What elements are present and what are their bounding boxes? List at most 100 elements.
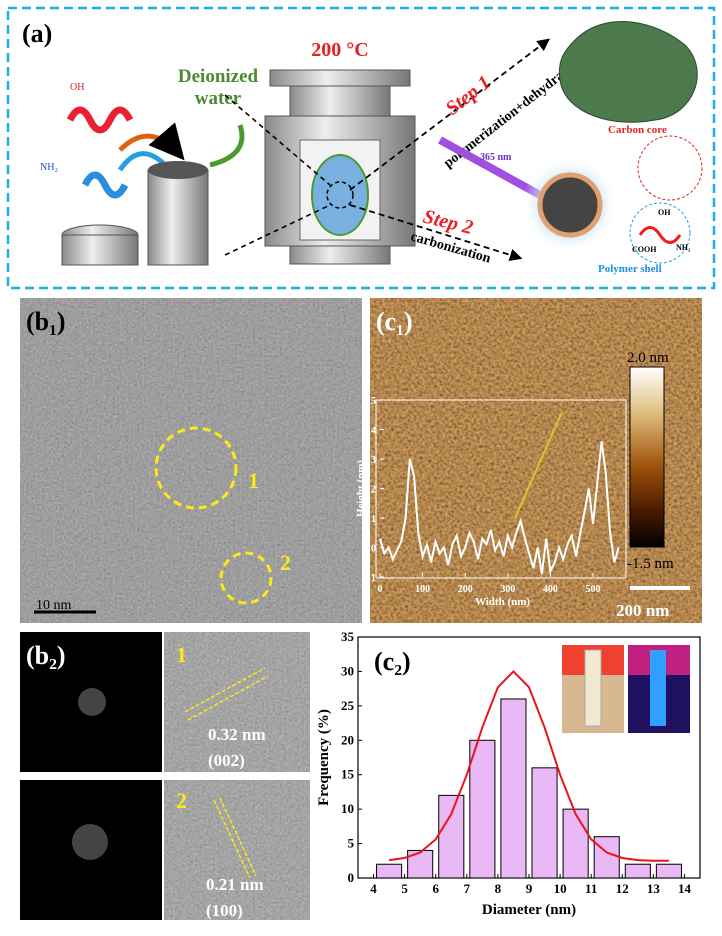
urea (81, 171, 129, 199)
vial (584, 649, 602, 727)
tem-texture (20, 298, 362, 623)
y-tick-label: 35 (341, 629, 355, 644)
focus (326, 181, 354, 209)
lattice-fringe (213, 797, 257, 879)
lattice-fringe (184, 667, 269, 721)
autoclave (289, 85, 391, 117)
panel-c1: 2.0 nm -1.5 nm 200 nm (c₁) 0 100 200 300 400… (355, 298, 702, 623)
group-label: COOH (632, 245, 657, 254)
x-tick-label: 300 (500, 584, 515, 595)
plane-label: (002) (208, 751, 245, 770)
panel-label: (a) (22, 19, 52, 48)
y-tick-label: 0 (348, 870, 355, 885)
y-tick-label: 0 (371, 544, 376, 555)
x-tick-label: 13 (647, 881, 661, 896)
shell-label: Polymer shell (598, 263, 662, 275)
region-marker: 1 (176, 642, 187, 667)
x-tick-label: 7 (464, 881, 471, 896)
arrow (117, 151, 167, 172)
y-tick-label: 4 (371, 426, 376, 437)
solution (311, 154, 369, 236)
solvent-label: water (195, 88, 242, 109)
region-marker: 2 (280, 550, 291, 575)
vial (650, 650, 666, 726)
bar (438, 794, 465, 879)
step-label: Step 1 (442, 71, 495, 119)
x-tick-label: 200 (458, 584, 473, 595)
liner (147, 169, 209, 266)
group-label: NH₂ (40, 162, 58, 173)
spacing-label: 0.32 nm (208, 725, 266, 744)
core-label: Carbon core (608, 124, 667, 136)
bar (593, 836, 620, 879)
plane-label: (100) (206, 901, 243, 920)
profile-path (514, 411, 563, 519)
x-tick-label: 11 (585, 881, 597, 896)
inset-frame (375, 399, 627, 579)
panel-label: (b₁) (26, 307, 66, 336)
panel-label: (c₂) (374, 647, 411, 676)
x-tick-label: 8 (495, 881, 502, 896)
y-tick-label: 5 (348, 836, 355, 851)
temperature-label: 200 °C (311, 39, 368, 61)
bar (376, 863, 403, 879)
y-tick-label: 30 (341, 663, 354, 678)
bar (562, 808, 589, 879)
polymer-chain (638, 226, 682, 244)
x-tick-label: 0 (378, 584, 383, 595)
region-marker: 2 (176, 788, 187, 813)
x-axis-title: Width (nm) (475, 596, 530, 608)
solvent-label: Deionized (178, 66, 259, 87)
bar (469, 739, 496, 879)
x-tick-label: 500 (586, 584, 601, 595)
x-axis-title: Diameter (nm) (482, 902, 576, 918)
y-tick-label: 5 (371, 396, 376, 407)
fft-center (72, 824, 108, 860)
panel-frame (6, 6, 716, 290)
x-tick-label: 6 (432, 881, 439, 896)
x-tick-label: 4 (370, 881, 377, 896)
liner (148, 161, 208, 179)
group-label: NH₂ (676, 243, 691, 252)
panel-b1: 1 2 10 nm (b₁) (20, 298, 362, 623)
highlight (154, 426, 238, 510)
x-tick-label: 9 (526, 881, 533, 896)
y-tick-label: 10 (341, 801, 354, 816)
scale-label: 200 nm (616, 601, 669, 620)
region-marker: 1 (248, 468, 259, 493)
carbon-network (558, 21, 698, 123)
x-tick-label: 10 (554, 881, 567, 896)
y-tick-label: 25 (341, 698, 355, 713)
pointer (224, 204, 331, 256)
panel-label: (b₂) (26, 641, 66, 670)
colorbar (629, 366, 665, 548)
panel-c2: (c₂) 4 5 6 7 8 9 10 11 12 13 14 0 5 10 15 20 25 30 35 Diame… (316, 629, 701, 918)
y-tick-label: 15 (341, 767, 355, 782)
citric-acid (66, 106, 134, 134)
uv-beam (438, 136, 542, 199)
fft-center (78, 688, 106, 716)
x-tick-label: 100 (415, 584, 430, 595)
spacing-label: 0.21 nm (206, 875, 264, 894)
profile-line (379, 441, 620, 575)
core-zoom (637, 135, 703, 201)
arrow (349, 38, 551, 191)
carbon-dot (537, 172, 603, 238)
y-axis-title: Frequency (%) (316, 709, 332, 806)
arrow (209, 124, 245, 168)
highlight (219, 551, 273, 605)
bar (531, 767, 558, 879)
x-tick-label: 5 (401, 881, 408, 896)
bar (624, 863, 651, 879)
hrtem-texture (164, 632, 310, 772)
bar (655, 863, 682, 879)
arrow (118, 122, 185, 161)
y-tick-label: 2 (371, 485, 376, 496)
scale-label: 10 nm (36, 598, 72, 613)
step-process: carbonization (409, 229, 493, 266)
y-axis-title: Height (nm) (355, 460, 367, 517)
colorbar-label: -1.5 nm (627, 556, 674, 572)
liner-cap (61, 234, 139, 266)
